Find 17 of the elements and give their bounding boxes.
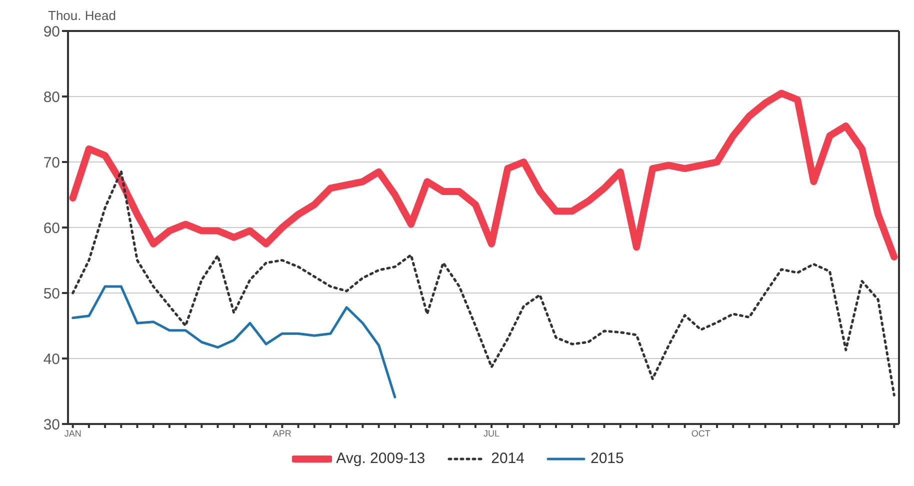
legend-label: Avg. 2009-13 <box>336 450 426 467</box>
legend-label: 2015 <box>590 450 624 467</box>
line-series <box>72 170 896 396</box>
y-tick-label: 80 <box>43 88 60 106</box>
line-series <box>72 285 396 398</box>
y-tick-label: 70 <box>43 154 60 172</box>
x-tick-label: OCT <box>691 428 711 438</box>
x-tick-label: APR <box>272 428 292 438</box>
y-tick-label: 40 <box>43 350 60 368</box>
y-tick-label: 50 <box>43 285 60 302</box>
legend-label: 2014 <box>491 450 524 467</box>
y-tick-label: 60 <box>43 220 60 237</box>
x-tick-label: JUL <box>484 428 500 438</box>
y-axis-title: Thou. Head <box>48 8 116 23</box>
x-tick-label: JAN <box>64 428 82 438</box>
y-tick-label: 90 <box>43 23 60 40</box>
y-tick-label: 30 <box>43 416 60 434</box>
